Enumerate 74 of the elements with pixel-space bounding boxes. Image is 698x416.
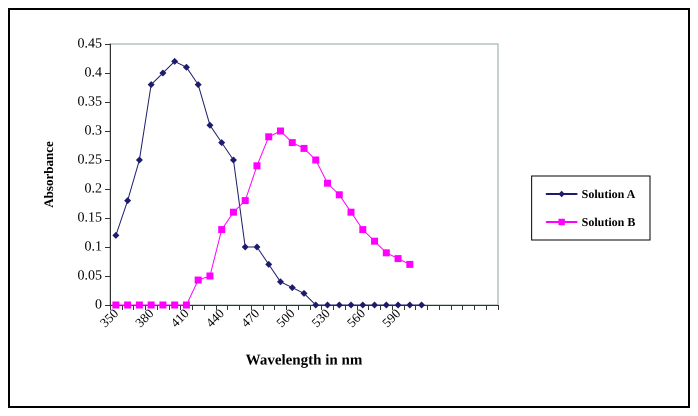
point bbox=[253, 162, 260, 170]
x-axis-title: Wavelength in nm bbox=[246, 352, 363, 368]
point bbox=[394, 255, 402, 262]
point bbox=[359, 226, 366, 234]
point bbox=[276, 278, 284, 286]
point bbox=[288, 139, 296, 146]
point bbox=[348, 302, 355, 308]
point bbox=[324, 180, 332, 187]
y-tick-label: 0 bbox=[95, 298, 102, 312]
point bbox=[312, 302, 320, 308]
point bbox=[148, 81, 155, 88]
point bbox=[265, 260, 272, 268]
point bbox=[218, 139, 226, 146]
y-tick-label: 0.15 bbox=[78, 210, 102, 226]
y-axis-title: Absorbance bbox=[41, 141, 56, 208]
point bbox=[406, 302, 414, 308]
point bbox=[230, 208, 237, 216]
legend-label: Solution B bbox=[582, 215, 636, 229]
point bbox=[382, 249, 390, 256]
point bbox=[312, 156, 320, 164]
x-tick-label: 410 bbox=[167, 306, 192, 330]
y-tick-label: 0.25 bbox=[78, 152, 102, 168]
point bbox=[253, 244, 260, 250]
y-tick-label: 0.45 bbox=[78, 36, 102, 52]
point bbox=[182, 302, 190, 308]
point bbox=[242, 197, 249, 204]
point bbox=[194, 81, 202, 88]
point bbox=[324, 302, 332, 308]
point bbox=[159, 302, 166, 308]
y-tick-label: 0.35 bbox=[78, 94, 102, 110]
point bbox=[406, 260, 414, 268]
point bbox=[288, 284, 296, 292]
point bbox=[194, 276, 202, 284]
point bbox=[371, 302, 378, 308]
x-tick-label: 470 bbox=[238, 306, 262, 330]
point bbox=[148, 302, 155, 308]
point bbox=[276, 128, 284, 134]
y-tick-label: 0.1 bbox=[84, 240, 102, 254]
point bbox=[348, 208, 355, 216]
point bbox=[336, 191, 343, 198]
point bbox=[124, 302, 132, 308]
y-tick-label: 0.4 bbox=[84, 66, 102, 80]
point bbox=[171, 302, 178, 308]
point bbox=[112, 232, 120, 239]
point bbox=[382, 302, 390, 308]
point bbox=[394, 302, 402, 308]
point bbox=[136, 156, 143, 164]
x-tick-label: 530 bbox=[308, 306, 333, 330]
point bbox=[371, 238, 378, 245]
point bbox=[300, 290, 308, 297]
legend-label: Solution A bbox=[582, 187, 636, 201]
point bbox=[182, 64, 190, 71]
point bbox=[206, 122, 214, 129]
point bbox=[418, 302, 426, 308]
y-tick-label: 0.05 bbox=[78, 268, 102, 284]
point bbox=[136, 302, 143, 308]
point bbox=[265, 133, 272, 140]
x-tick-label: 590 bbox=[378, 306, 404, 330]
y-tick-label: 0.3 bbox=[84, 124, 102, 138]
x-tick-label: 440 bbox=[202, 306, 227, 330]
point bbox=[206, 272, 214, 280]
point bbox=[300, 144, 308, 152]
y-tick-label: 0.2 bbox=[84, 182, 102, 196]
point bbox=[230, 156, 237, 164]
point bbox=[242, 244, 249, 250]
point bbox=[171, 58, 178, 65]
x-tick-label: 500 bbox=[273, 306, 298, 330]
point bbox=[359, 302, 366, 308]
point bbox=[336, 302, 343, 308]
x-tick-label: 560 bbox=[344, 306, 368, 330]
point bbox=[218, 226, 226, 234]
point bbox=[124, 197, 132, 204]
point bbox=[159, 70, 166, 76]
x-tick-label: 380 bbox=[132, 306, 156, 330]
